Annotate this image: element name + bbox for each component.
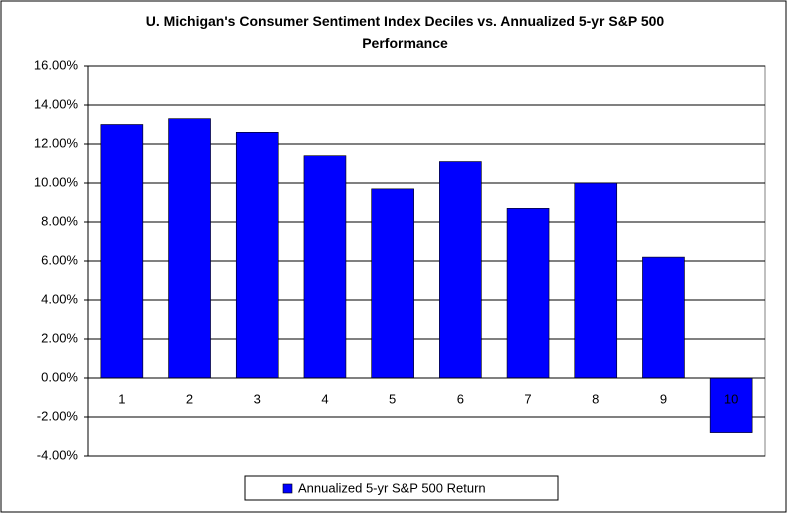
legend-box	[244, 475, 559, 501]
x-tick-label: 1	[118, 391, 125, 406]
bar	[371, 188, 414, 379]
x-tick-label: 8	[592, 391, 599, 406]
x-tick-label: 9	[660, 391, 667, 406]
y-tick-label: 4.00%	[41, 291, 78, 306]
x-tick-label: 3	[254, 391, 261, 406]
y-tick-label: 12.00%	[34, 135, 79, 150]
x-tick-label: 10	[724, 391, 738, 406]
y-tick-label: 2.00%	[41, 330, 78, 345]
x-tick-label: 4	[321, 391, 328, 406]
y-tick-label: 0.00%	[41, 369, 78, 384]
bar	[100, 124, 144, 379]
legend-swatch	[282, 483, 293, 494]
y-tick-label: 8.00%	[41, 213, 78, 228]
chart-title: U. Michigan's Consumer Sentiment Index D…	[145, 13, 665, 51]
bar	[168, 118, 211, 379]
x-tick-label: 7	[524, 391, 531, 406]
y-tick-label: 14.00%	[34, 96, 79, 111]
legend-label: Annualized 5-yr S&P 500 Return	[298, 480, 486, 495]
y-tick-label: -4.00%	[37, 447, 79, 462]
y-tick-label: -2.00%	[37, 408, 79, 423]
bar	[574, 182, 618, 379]
bar	[506, 208, 550, 379]
bar	[642, 256, 685, 379]
bar	[303, 155, 347, 379]
y-tick-label: 6.00%	[41, 252, 78, 267]
bar	[709, 377, 753, 433]
x-tick-label: 6	[457, 391, 464, 406]
y-tick-label: 16.00%	[34, 57, 79, 72]
x-tick-label: 5	[389, 391, 396, 406]
x-tick-label: 2	[186, 391, 193, 406]
bar	[235, 132, 279, 379]
y-tick-label: 10.00%	[34, 174, 79, 189]
bar	[439, 161, 482, 379]
